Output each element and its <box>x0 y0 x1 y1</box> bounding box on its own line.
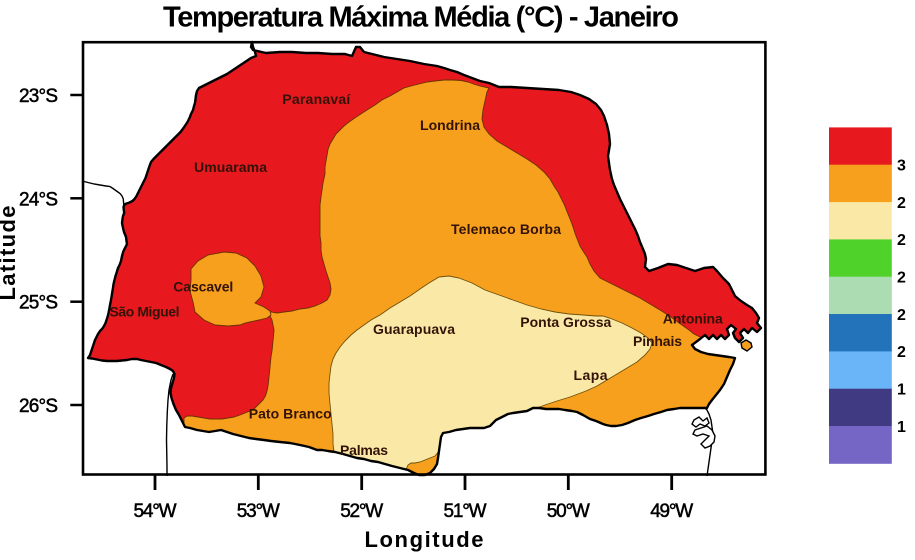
svg-text:25°S: 25°S <box>19 293 58 314</box>
svg-text:Lapa: Lapa <box>574 367 608 383</box>
svg-text:1: 1 <box>897 382 906 399</box>
svg-text:1: 1 <box>897 419 906 436</box>
svg-text:2: 2 <box>897 307 906 324</box>
svg-text:2: 2 <box>897 232 906 249</box>
svg-text:2: 2 <box>897 344 906 361</box>
svg-text:Umuarama: Umuarama <box>194 159 267 175</box>
svg-text:26°S: 26°S <box>19 396 58 417</box>
svg-text:Antonina: Antonina <box>663 311 723 327</box>
svg-text:50°W: 50°W <box>547 501 590 522</box>
svg-text:2: 2 <box>897 270 906 287</box>
svg-text:Paranavaí: Paranavaí <box>282 91 351 107</box>
svg-text:3: 3 <box>897 158 906 175</box>
svg-text:Temperatura Máxima Média (°C): Temperatura Máxima Média (°C) - Janeiro <box>163 2 679 34</box>
svg-text:São Miguel: São Miguel <box>110 304 180 320</box>
svg-text:Pato Branco: Pato Branco <box>249 406 332 422</box>
svg-text:Cascavel: Cascavel <box>173 279 233 295</box>
svg-text:54°W: 54°W <box>134 501 177 522</box>
svg-text:24°S: 24°S <box>19 189 58 210</box>
svg-text:Telemaco Borba: Telemaco Borba <box>451 221 561 237</box>
svg-text:51°W: 51°W <box>444 501 487 522</box>
svg-text:Londrina: Londrina <box>420 117 480 133</box>
svg-text:52°W: 52°W <box>340 501 383 522</box>
svg-text:Longitude: Longitude <box>365 527 484 552</box>
svg-text:Palmas: Palmas <box>340 442 388 458</box>
svg-text:Latitude: Latitude <box>0 206 20 301</box>
svg-text:Guarapuava: Guarapuava <box>373 321 455 337</box>
svg-text:2: 2 <box>897 195 906 212</box>
svg-text:53°W: 53°W <box>237 501 280 522</box>
svg-text:Pinhais: Pinhais <box>633 333 682 349</box>
svg-text:49°W: 49°W <box>650 501 693 522</box>
svg-text:23°S: 23°S <box>19 86 58 107</box>
svg-text:Ponta Grossa: Ponta Grossa <box>520 314 611 330</box>
